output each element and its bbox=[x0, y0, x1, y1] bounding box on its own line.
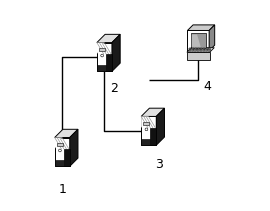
Polygon shape bbox=[64, 149, 70, 166]
Polygon shape bbox=[196, 51, 200, 53]
Polygon shape bbox=[187, 25, 215, 30]
Polygon shape bbox=[189, 49, 191, 50]
Polygon shape bbox=[141, 139, 150, 145]
Circle shape bbox=[101, 54, 103, 57]
Polygon shape bbox=[197, 48, 200, 49]
Polygon shape bbox=[156, 108, 164, 145]
Polygon shape bbox=[97, 34, 120, 43]
Polygon shape bbox=[57, 143, 63, 146]
Polygon shape bbox=[112, 34, 120, 71]
Polygon shape bbox=[189, 48, 191, 49]
Polygon shape bbox=[200, 49, 202, 50]
Text: 1: 1 bbox=[58, 183, 66, 196]
Polygon shape bbox=[200, 48, 202, 49]
Polygon shape bbox=[191, 48, 194, 49]
Polygon shape bbox=[187, 30, 209, 51]
Circle shape bbox=[59, 149, 61, 152]
Polygon shape bbox=[194, 51, 204, 53]
Polygon shape bbox=[194, 50, 197, 51]
Polygon shape bbox=[197, 49, 200, 50]
Polygon shape bbox=[150, 128, 156, 145]
Text: 4: 4 bbox=[204, 80, 212, 93]
Circle shape bbox=[145, 128, 148, 131]
Polygon shape bbox=[55, 138, 70, 166]
Polygon shape bbox=[200, 50, 202, 51]
Polygon shape bbox=[97, 43, 104, 54]
Polygon shape bbox=[55, 160, 64, 166]
Text: 2: 2 bbox=[110, 82, 118, 95]
Polygon shape bbox=[55, 129, 78, 138]
Polygon shape bbox=[143, 122, 150, 125]
Polygon shape bbox=[187, 48, 214, 52]
Polygon shape bbox=[191, 33, 205, 48]
Polygon shape bbox=[205, 50, 208, 51]
Polygon shape bbox=[202, 49, 205, 50]
Polygon shape bbox=[205, 49, 208, 50]
Polygon shape bbox=[208, 48, 211, 49]
Polygon shape bbox=[55, 138, 62, 149]
Polygon shape bbox=[70, 129, 78, 166]
Polygon shape bbox=[141, 116, 149, 128]
Polygon shape bbox=[141, 116, 156, 145]
Text: 3: 3 bbox=[155, 158, 163, 171]
Polygon shape bbox=[202, 50, 205, 51]
Polygon shape bbox=[97, 43, 112, 71]
Polygon shape bbox=[187, 52, 210, 60]
Polygon shape bbox=[194, 48, 197, 49]
Polygon shape bbox=[191, 49, 194, 50]
Polygon shape bbox=[208, 49, 211, 50]
Polygon shape bbox=[141, 108, 164, 116]
Polygon shape bbox=[202, 48, 205, 49]
Polygon shape bbox=[209, 25, 215, 51]
Polygon shape bbox=[189, 50, 191, 51]
Polygon shape bbox=[208, 50, 211, 51]
Polygon shape bbox=[192, 35, 201, 47]
Polygon shape bbox=[99, 48, 105, 51]
Polygon shape bbox=[197, 50, 200, 51]
Polygon shape bbox=[191, 50, 194, 51]
Polygon shape bbox=[97, 65, 106, 71]
Polygon shape bbox=[205, 48, 208, 49]
Polygon shape bbox=[106, 54, 112, 71]
Polygon shape bbox=[194, 49, 197, 50]
